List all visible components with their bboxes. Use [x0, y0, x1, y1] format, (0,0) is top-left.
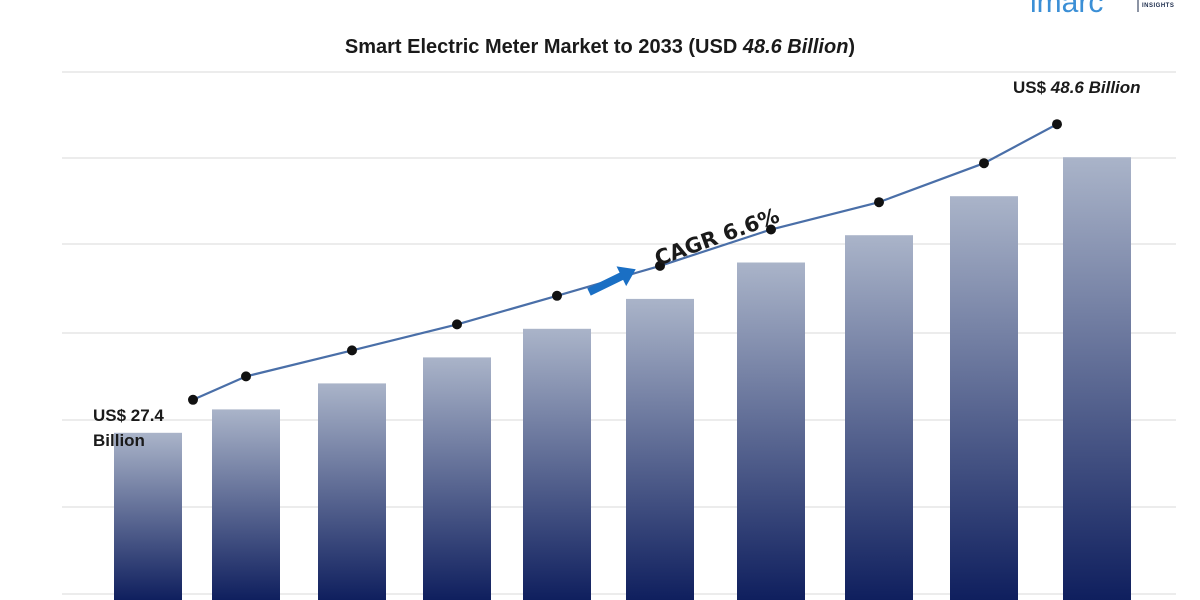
- bars: [114, 157, 1131, 600]
- bar-9: [950, 196, 1018, 600]
- trend-point-2: [241, 371, 251, 382]
- end-value-amount: 48.6 Billion: [1050, 78, 1141, 97]
- bar-10: [1063, 157, 1131, 600]
- chart-title-emphasis: 48.6 Billion: [742, 36, 849, 58]
- trend-point-1: [188, 394, 198, 405]
- bar-4: [423, 357, 491, 600]
- chart-title-end: ): [848, 36, 855, 58]
- trend-point-8: [874, 197, 884, 208]
- trend-point-5: [552, 290, 562, 301]
- cagr-label: CAGR 6.6%: [652, 203, 783, 270]
- logo-text: imarc: [1030, 0, 1103, 19]
- trend-polyline: [192, 123, 1058, 401]
- trend-point-4: [452, 319, 462, 330]
- start-value-label-line1: US$ 27.4: [93, 406, 164, 425]
- bar-6: [626, 298, 694, 600]
- trend-point-3: [347, 345, 357, 356]
- cagr-arrow-icon: [587, 266, 636, 296]
- trend-point-7: [766, 224, 776, 235]
- end-value-prefix: US$: [1013, 78, 1051, 97]
- chart-title-main: Smart Electric Meter Market to 2033 (USD: [345, 36, 743, 58]
- bar-8: [845, 235, 913, 600]
- trend-line: [188, 119, 1062, 405]
- bar-7: [737, 262, 805, 600]
- start-value-label-line2: Billion: [93, 431, 145, 450]
- bar-2: [212, 409, 280, 600]
- brand-logo: imarc INSIGHTS: [1030, 0, 1174, 19]
- trend-point-9: [979, 158, 989, 169]
- chart-title: Smart Electric Meter Market to 2033 (USD…: [345, 36, 855, 58]
- bar-5: [523, 328, 591, 600]
- bar-3: [318, 383, 386, 600]
- trend-point-6: [655, 260, 665, 271]
- end-value-label: US$ 48.6 Billion: [1013, 78, 1141, 97]
- trend-point-10: [1052, 119, 1062, 130]
- bar-1: [114, 432, 182, 600]
- logo-subtext: INSIGHTS: [1142, 3, 1174, 9]
